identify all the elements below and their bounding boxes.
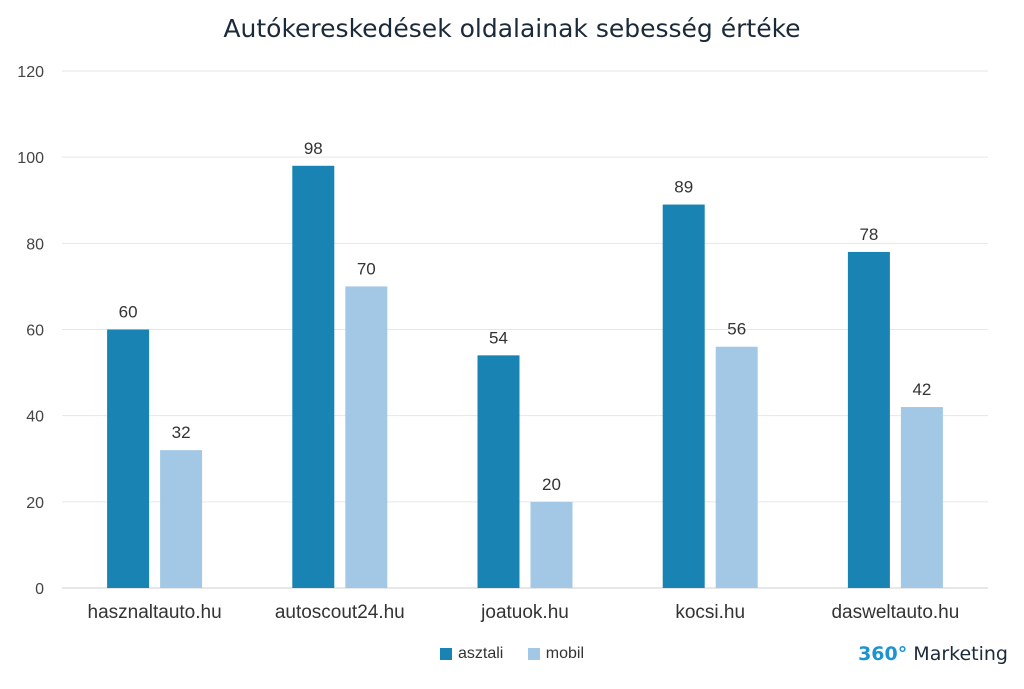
bar-mobil	[160, 450, 203, 588]
bar-mobil	[715, 346, 758, 588]
bar-asztali	[292, 165, 335, 589]
legend: asztali mobil	[0, 645, 1024, 665]
chart-title: Autókereskedések oldalainak sebesség ért…	[223, 14, 801, 43]
y-tick-label: 80	[26, 236, 44, 253]
data-label: 56	[727, 320, 746, 339]
legend-item-mobil: mobil	[527, 645, 585, 663]
x-tick-label: joatuok.hu	[480, 602, 569, 623]
data-label: 78	[859, 225, 878, 244]
x-tick-label: autoscout24.hu	[275, 602, 405, 623]
bar-mobil	[530, 501, 573, 588]
data-label: 70	[357, 259, 376, 278]
y-tick-label: 0	[35, 581, 44, 598]
data-label: 42	[912, 380, 931, 399]
y-tick-label: 20	[26, 495, 44, 512]
x-tick-label: dasweltauto.hu	[831, 602, 959, 623]
brand-logo: 360° Marketing	[858, 643, 1008, 665]
brand-number: 360°	[858, 643, 908, 665]
x-tick-label: hasznaltauto.hu	[88, 602, 222, 623]
bar-asztali	[107, 329, 150, 588]
brand-text: Marketing	[913, 643, 1008, 665]
data-label: 60	[119, 303, 138, 322]
legend-swatch-mobil	[527, 648, 540, 660]
y-tick-label: 100	[17, 150, 44, 167]
data-label: 54	[489, 328, 508, 347]
x-tick-label: kocsi.hu	[675, 602, 745, 623]
bar-mobil	[345, 286, 388, 588]
data-label: 98	[304, 139, 323, 158]
bar-mobil	[900, 407, 943, 588]
y-tick-label: 120	[17, 64, 44, 81]
y-tick-label: 60	[26, 323, 44, 340]
data-label: 89	[674, 178, 693, 197]
bar-asztali	[662, 204, 705, 588]
legend-label-mobil: mobil	[545, 645, 585, 662]
data-label: 20	[542, 475, 561, 494]
legend-swatch-asztali	[439, 648, 452, 660]
data-label: 32	[172, 423, 191, 442]
y-tick-label: 40	[26, 409, 44, 426]
bar-asztali	[847, 251, 890, 588]
legend-item-asztali: asztali	[439, 645, 504, 663]
bar-asztali	[477, 355, 520, 588]
legend-label-asztali: asztali	[457, 645, 504, 662]
